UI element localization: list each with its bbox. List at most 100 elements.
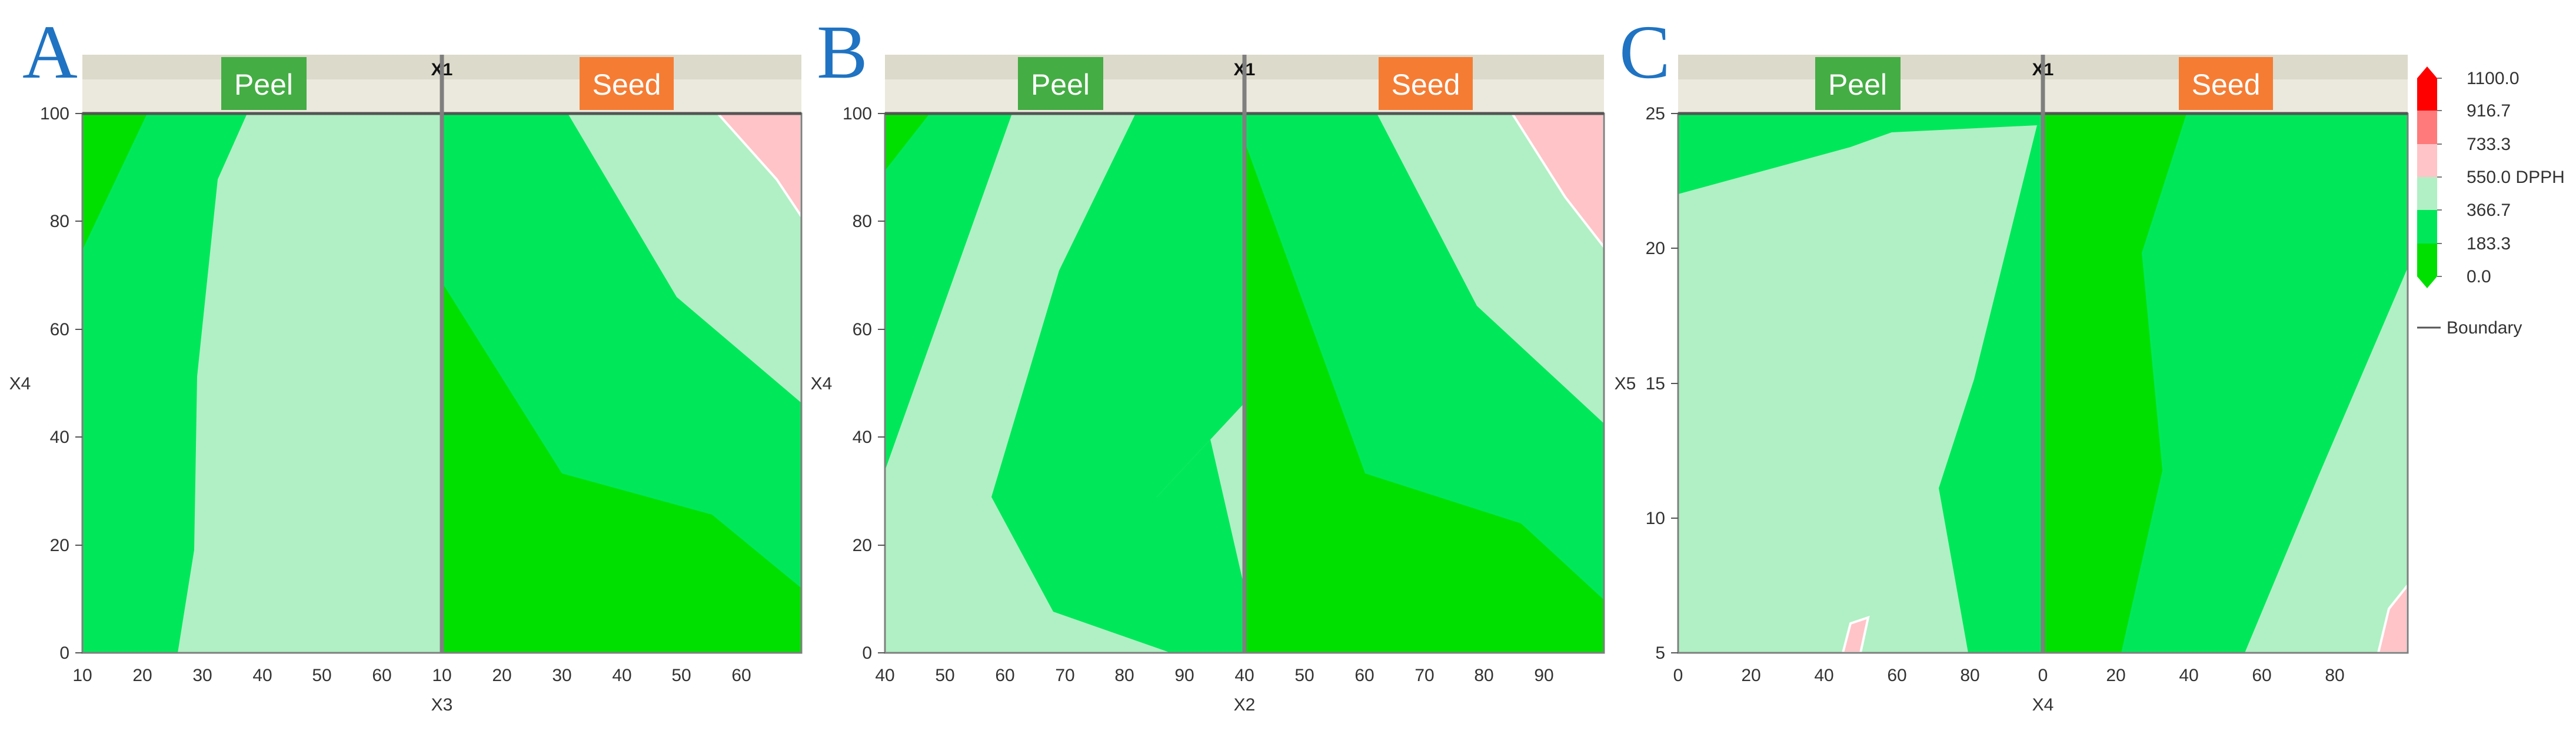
region-a-peel-183-367	[82, 114, 247, 653]
x-tick-label: 80	[1474, 666, 1493, 685]
y-tick-label: 15	[1646, 374, 1665, 393]
y-tick-label: 60	[853, 320, 872, 339]
y-tick-label: 20	[1646, 239, 1665, 258]
x-tick-label: 60	[1887, 666, 1906, 685]
x-axis-label-c: X4	[2032, 695, 2054, 715]
legend-swatch-550-733	[2417, 144, 2437, 177]
x-tick-label: 60	[1354, 666, 1374, 685]
x-axis-label-b: X2	[1234, 695, 1256, 715]
x-tick-label: 30	[192, 666, 212, 685]
x-tick-label: 10	[432, 666, 451, 685]
y-tick-label: 20	[853, 536, 872, 555]
y-axis-label-b: X4	[811, 374, 833, 393]
x-tick-label: 80	[2325, 666, 2344, 685]
legend: 1100.0 916.7 733.3 550.0 DPPH 366.7 183.…	[2417, 66, 2565, 338]
y-tick-label: 20	[50, 536, 69, 555]
x-tick-label: 20	[132, 666, 152, 685]
y-axis-label-a: X4	[9, 374, 31, 393]
region-c-peel-183-367-top	[1678, 114, 2043, 194]
peel-label-c: Peel	[1828, 68, 1887, 101]
region-b-peel-183-367-c	[885, 114, 1012, 471]
x-tick-label: 70	[1415, 666, 1434, 685]
y-tick-label: 100	[40, 104, 69, 124]
x-tick-label: 90	[1174, 666, 1194, 685]
legend-arrow-down	[2417, 276, 2437, 288]
legend-swatch-183-367	[2417, 210, 2437, 243]
peel-label-bg-b	[1018, 57, 1103, 110]
x-tick-label: 50	[312, 666, 331, 685]
x-tick-label: 40	[875, 666, 894, 685]
x-tick-label: 40	[2179, 666, 2198, 685]
region-a-seed-0-183	[442, 282, 801, 653]
legend-swatch-0-183	[2417, 243, 2437, 276]
x-tick-label: 50	[671, 666, 691, 685]
legend-level-label: 366.7	[2467, 201, 2511, 220]
contour-facet-b-peel	[885, 114, 1244, 653]
legend-level-label: 183.3	[2467, 234, 2511, 253]
x-tick-label: 80	[1960, 666, 1979, 685]
y-tick-label: 5	[1655, 643, 1665, 663]
x-tick-label: 40	[1814, 666, 1833, 685]
seed-label-a: Seed	[593, 68, 661, 101]
legend-level-label: 1100.0	[2467, 69, 2520, 88]
x-tick-label: 20	[1741, 666, 1760, 685]
peel-label-bg-a	[221, 57, 307, 110]
x-tick-label: 0	[1673, 666, 1683, 685]
y-tick-label: 80	[853, 212, 872, 231]
contour-facet-a-peel	[82, 114, 442, 653]
panel-letter-a: A	[22, 10, 78, 95]
y-axis-c: 5 10 15 20 25	[1646, 104, 1678, 663]
panel-a: A X1 Peel Seed	[9, 10, 803, 715]
legend-swatch-917-1100	[2417, 78, 2437, 111]
legend-boundary-label: Boundary	[2447, 318, 2522, 338]
x-tick-label: 40	[252, 666, 272, 685]
y-tick-label: 40	[853, 428, 872, 447]
region-c-seed-0-183	[2043, 114, 2186, 653]
x-tick-label: 60	[372, 666, 391, 685]
contour-facet-a-seed	[442, 112, 803, 653]
legend-arrow-up	[2417, 66, 2437, 78]
contour-facet-b-seed	[1244, 112, 1605, 653]
peel-label-bg-c	[1815, 57, 1901, 110]
seed-label-bg-b	[1379, 57, 1473, 110]
panel-b: B X1 Peel Seed	[811, 10, 1605, 715]
y-tick-label: 0	[59, 643, 69, 663]
x-tick-label: 20	[492, 666, 511, 685]
x-tick-label: 50	[1294, 666, 1314, 685]
region-a-peel-0-183	[82, 114, 147, 250]
legend-level-label: 916.7	[2467, 101, 2511, 121]
x-tick-label: 70	[1055, 666, 1074, 685]
x-tick-label: 0	[2038, 666, 2048, 685]
x-tick-label: 40	[612, 666, 631, 685]
seed-label-b: Seed	[1392, 68, 1460, 101]
x-tick-label: 10	[72, 666, 92, 685]
x-tick-label: 60	[995, 666, 1014, 685]
y-tick-label: 0	[862, 643, 872, 663]
panel-letter-b: B	[817, 10, 868, 95]
legend-level-label: 0.0	[2467, 267, 2491, 286]
x-tick-label: 80	[1114, 666, 1134, 685]
peel-label-a: Peel	[234, 68, 293, 101]
seed-label-bg-a	[580, 57, 674, 110]
legend-swatch-367-550	[2417, 177, 2437, 210]
y-tick-label: 80	[50, 212, 69, 231]
seed-label-c: Seed	[2192, 68, 2261, 101]
x-tick-label: 60	[731, 666, 751, 685]
y-tick-label: 40	[50, 428, 69, 447]
contour-facet-c-seed	[2043, 114, 2409, 654]
x-axis-b: 40 50 60 70 80 90 40 50 60 70 80 90	[875, 666, 1553, 685]
x-tick-label: 30	[552, 666, 571, 685]
y-tick-label: 100	[843, 104, 872, 124]
seed-label-bg-c	[2179, 57, 2273, 110]
x-tick-label: 50	[935, 666, 954, 685]
y-tick-label: 10	[1646, 509, 1665, 528]
y-axis-a: 0 20 40 60 80 100	[40, 104, 82, 663]
panel-c: C X1 Peel Seed 5	[1615, 10, 2409, 715]
x-tick-label: 40	[1234, 666, 1254, 685]
y-axis-b: 0 20 40 60 80 100	[843, 104, 885, 663]
x-axis-label-a: X3	[431, 695, 453, 715]
legend-level-label: 550.0 DPPH	[2467, 168, 2565, 187]
x-tick-label: 90	[1534, 666, 1553, 685]
region-b-seed-0-183	[1244, 141, 1604, 653]
x-tick-label: 60	[2252, 666, 2271, 685]
